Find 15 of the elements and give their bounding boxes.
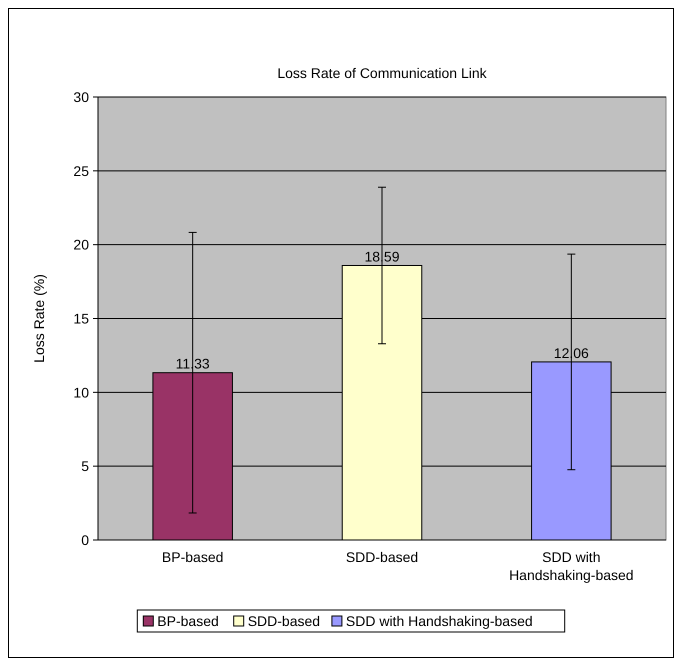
y-tick-label: 5 [81, 458, 90, 474]
y-tick-label: 0 [81, 532, 90, 548]
x-tick-label: BP-based [162, 549, 224, 565]
legend-label: BP-based [157, 613, 219, 629]
legend-label: SDD-based [248, 613, 320, 629]
legend-label: SDD with Handshaking-based [346, 613, 533, 629]
chart-title: Loss Rate of Communication Link [277, 65, 488, 81]
y-tick-label: 10 [73, 384, 90, 400]
y-tick-label: 20 [73, 236, 90, 253]
x-tick-label: SDD-based [346, 549, 418, 565]
x-tick-label: SDD with Handshaking-based [509, 549, 634, 583]
y-axis-title: Loss Rate (%) [31, 274, 47, 363]
y-tick-label: 15 [73, 310, 90, 326]
y-tick-label: 25 [73, 162, 90, 179]
y-tick-label: 30 [73, 89, 90, 105]
